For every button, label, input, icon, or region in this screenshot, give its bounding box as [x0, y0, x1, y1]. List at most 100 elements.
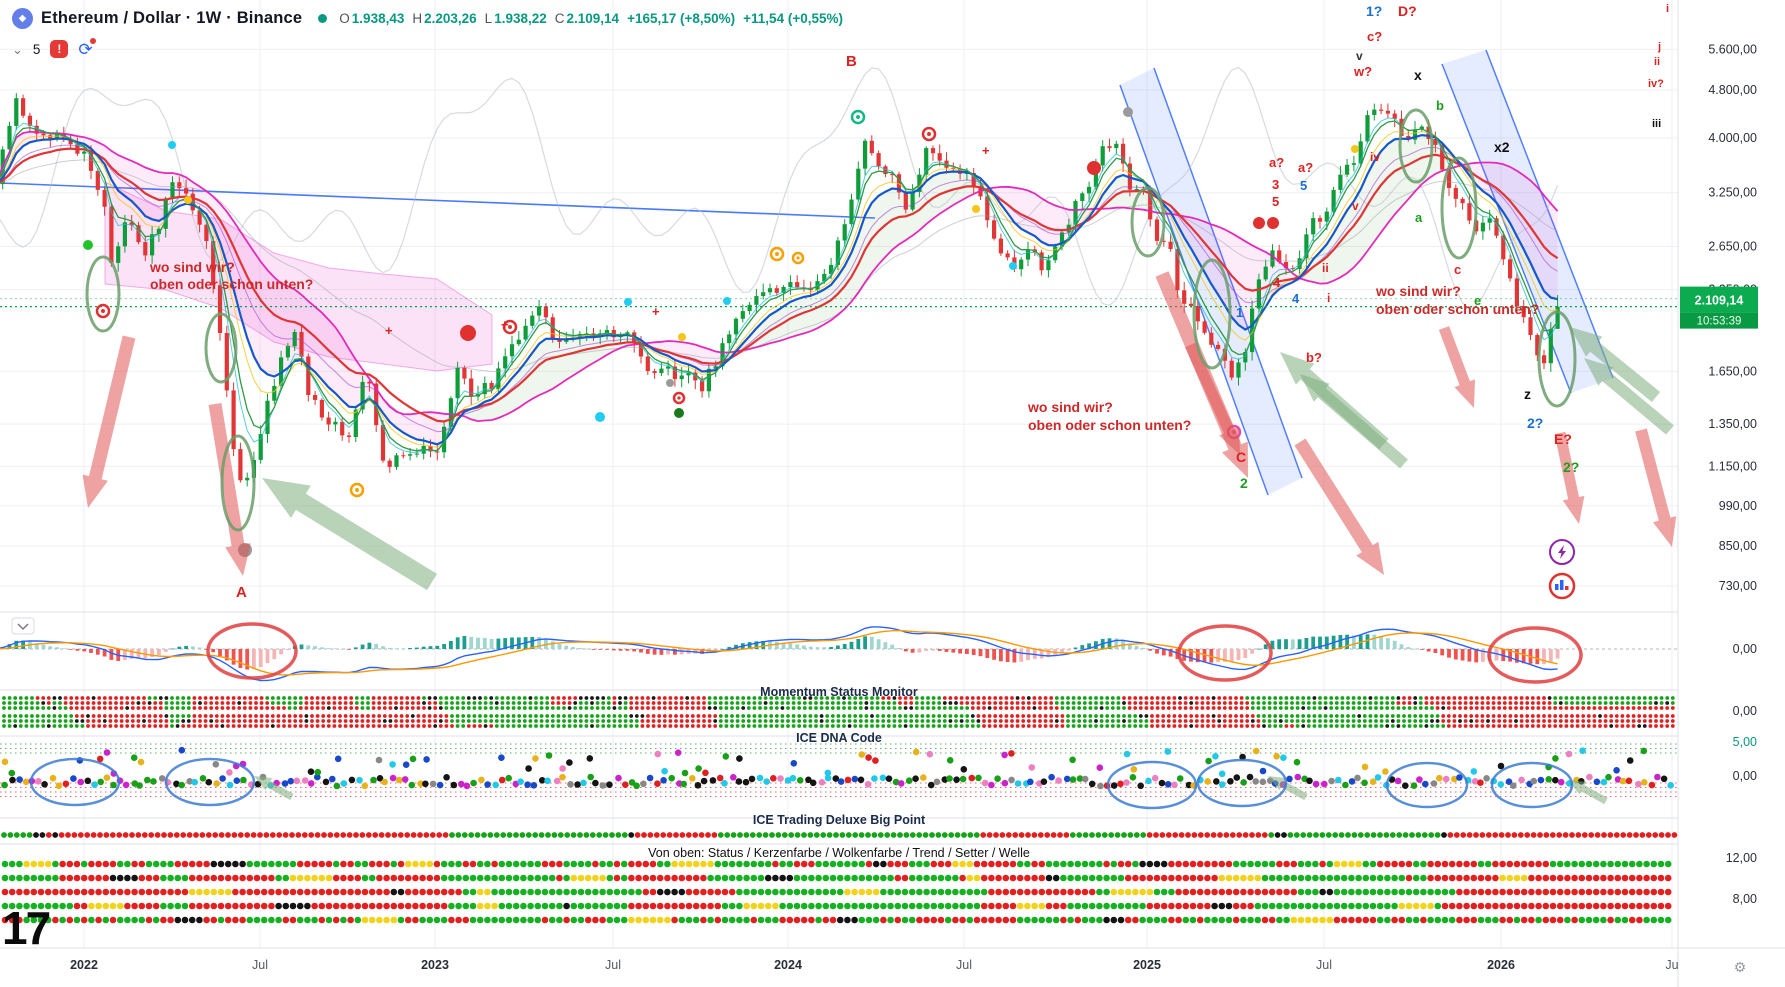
highlight-ellipse[interactable]: [1177, 624, 1273, 682]
signal-marker: [678, 333, 686, 341]
highlight-ellipse[interactable]: [1106, 760, 1198, 810]
highlight-ellipse[interactable]: [1440, 156, 1478, 260]
red-arrow[interactable]: [1294, 438, 1385, 576]
green-arrow[interactable]: [254, 776, 294, 801]
red-arrow[interactable]: [1554, 431, 1585, 524]
signal-marker: [1351, 145, 1359, 153]
highlight-ellipse[interactable]: [1487, 626, 1583, 684]
wave-label: oben oder schon unten?: [1028, 417, 1191, 433]
wave-label: 5: [1300, 178, 1307, 193]
wave-label: oben oder schon unten?: [1376, 301, 1539, 317]
wave-label: 4: [1292, 291, 1300, 306]
signal-marker: [595, 412, 605, 422]
wave-label: E?: [1554, 431, 1572, 447]
green-arrow[interactable]: [262, 478, 437, 591]
highlight-ellipse[interactable]: [1196, 758, 1288, 808]
highlight-ellipse[interactable]: [29, 757, 121, 807]
signal-marker: [674, 408, 684, 418]
highlight-ellipse[interactable]: [1537, 310, 1577, 408]
dna-panel-title[interactable]: ICE DNA Code: [796, 731, 882, 745]
panel-scale-label: 5,00: [1733, 735, 1757, 749]
wave-label: i: [1666, 3, 1669, 15]
highlight-ellipse[interactable]: [164, 757, 256, 807]
signal-marker: [349, 482, 365, 498]
trendline[interactable]: [1485, 49, 1614, 379]
wave-label: z: [1524, 386, 1531, 402]
trendline[interactable]: [1153, 67, 1303, 479]
price-tick-label: 4.800,00: [1708, 83, 1757, 97]
red-arrow[interactable]: [1185, 342, 1240, 455]
signal-marker: [460, 325, 476, 341]
change-absolute: +165,17 (+8,50%): [627, 11, 736, 26]
time-tick-label: 2023: [421, 958, 449, 972]
wave-label: v: [1356, 49, 1363, 63]
wave-label: ii: [1322, 261, 1329, 275]
signal-marker: [723, 297, 731, 305]
open-value: 1.938,43: [351, 11, 405, 26]
pane-collapse-button[interactable]: [11, 617, 35, 635]
green-arrow[interactable]: [1268, 776, 1308, 801]
wave-label: 2?: [1527, 415, 1543, 431]
wave-label: b: [1436, 98, 1444, 113]
indicator-value[interactable]: 5: [32, 41, 41, 57]
highlight-ellipse[interactable]: [1130, 186, 1166, 258]
close-value: 2.109,14: [566, 11, 620, 26]
wave-label: +: [982, 143, 990, 158]
time-tick-label: 2026: [1487, 958, 1515, 972]
time-tick-label: Jul: [1316, 958, 1332, 972]
ohlc-legend: O 1.938,43 H 2.203,26 L 1.938,22 C 2.109…: [339, 11, 843, 26]
market-status-dot-icon[interactable]: [318, 14, 328, 23]
low-label: L: [484, 11, 493, 26]
highlight-ellipse[interactable]: [1192, 258, 1232, 370]
panel-scale-label: 8,00: [1733, 892, 1757, 906]
warning-icon[interactable]: !: [50, 40, 69, 58]
green-arrow[interactable]: [1570, 327, 1661, 402]
green-arrow[interactable]: [1584, 358, 1674, 435]
signal-marker: [791, 251, 805, 265]
momentum-panel-title[interactable]: Momentum Status Monitor: [760, 685, 918, 699]
red-arrow[interactable]: [208, 403, 251, 576]
moving-average-line: [0, 117, 1559, 454]
wave-label: j: [1657, 41, 1661, 53]
wave-label: wo sind wir?: [1027, 399, 1113, 415]
price-tick-label: 730,00: [1719, 579, 1757, 593]
open-label: O: [339, 11, 350, 26]
signal-marker: [769, 246, 785, 262]
time-tick-label: 2024: [774, 958, 802, 972]
timezone-settings-gear-icon[interactable]: ⚙: [1734, 959, 1747, 975]
red-arrow[interactable]: [82, 335, 136, 509]
green-arrow[interactable]: [1300, 374, 1408, 469]
highlight-ellipse[interactable]: [1398, 108, 1434, 184]
green-arrow[interactable]: [1568, 780, 1608, 805]
symbol-title[interactable]: Ethereum / Dollar · 1W · Binance: [41, 9, 303, 27]
wave-label: 2?: [1563, 459, 1579, 475]
price-tick-label: 1.650,00: [1708, 364, 1757, 378]
chevron-down-icon[interactable]: ⌄: [12, 41, 23, 57]
trendline[interactable]: [1119, 84, 1269, 496]
highlight-ellipse[interactable]: [204, 312, 238, 384]
wave-label: c?: [1367, 29, 1382, 44]
highlight-ellipse[interactable]: [206, 622, 298, 680]
highlight-ellipse[interactable]: [220, 434, 256, 532]
red-arrow[interactable]: [1438, 326, 1475, 408]
price-tick-label: 5.600,00: [1708, 42, 1757, 56]
trendline[interactable]: [0, 182, 876, 219]
red-arrow[interactable]: [1635, 428, 1677, 548]
highlight-ellipse[interactable]: [1490, 761, 1574, 809]
panel-scale-label: 0,00: [1733, 704, 1757, 718]
wave-label: A: [236, 584, 247, 601]
panel-scale-label: 0,00: [1733, 769, 1757, 783]
highlight-ellipse[interactable]: [85, 255, 121, 333]
wave-label: wo sind wir?: [1375, 283, 1461, 299]
highlight-ellipse[interactable]: [1385, 761, 1469, 809]
wave-label: e: [1474, 293, 1481, 308]
bigpoint-panel-title[interactable]: ICE Trading Deluxe Big Point: [752, 813, 926, 827]
macd-line: [0, 629, 1558, 676]
refresh-icon[interactable]: ⟳: [78, 37, 96, 58]
high-value: 2.203,26: [424, 11, 477, 26]
price-tick-label: 2.650,00: [1708, 239, 1757, 253]
wave-label: wo sind wir?: [149, 259, 235, 275]
ethereum-logo-icon: ◆: [12, 8, 33, 29]
